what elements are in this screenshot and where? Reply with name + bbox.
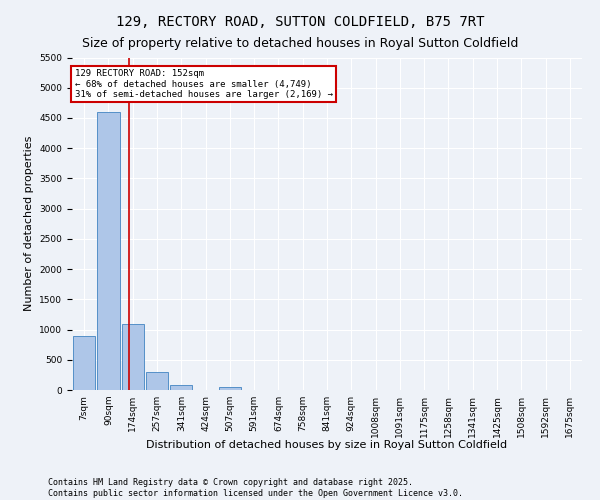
Y-axis label: Number of detached properties: Number of detached properties — [24, 136, 34, 312]
Text: Size of property relative to detached houses in Royal Sutton Coldfield: Size of property relative to detached ho… — [82, 38, 518, 51]
Text: 129 RECTORY ROAD: 152sqm
← 68% of detached houses are smaller (4,749)
31% of sem: 129 RECTORY ROAD: 152sqm ← 68% of detach… — [74, 69, 332, 99]
Bar — [97, 112, 119, 390]
Text: Contains HM Land Registry data © Crown copyright and database right 2025.
Contai: Contains HM Land Registry data © Crown c… — [48, 478, 463, 498]
X-axis label: Distribution of detached houses by size in Royal Sutton Coldfield: Distribution of detached houses by size … — [146, 440, 508, 450]
Text: 129, RECTORY ROAD, SUTTON COLDFIELD, B75 7RT: 129, RECTORY ROAD, SUTTON COLDFIELD, B75… — [116, 15, 484, 29]
Bar — [73, 336, 95, 390]
Bar — [122, 324, 144, 390]
Bar — [146, 372, 168, 390]
Bar — [170, 384, 193, 390]
Bar — [218, 387, 241, 390]
